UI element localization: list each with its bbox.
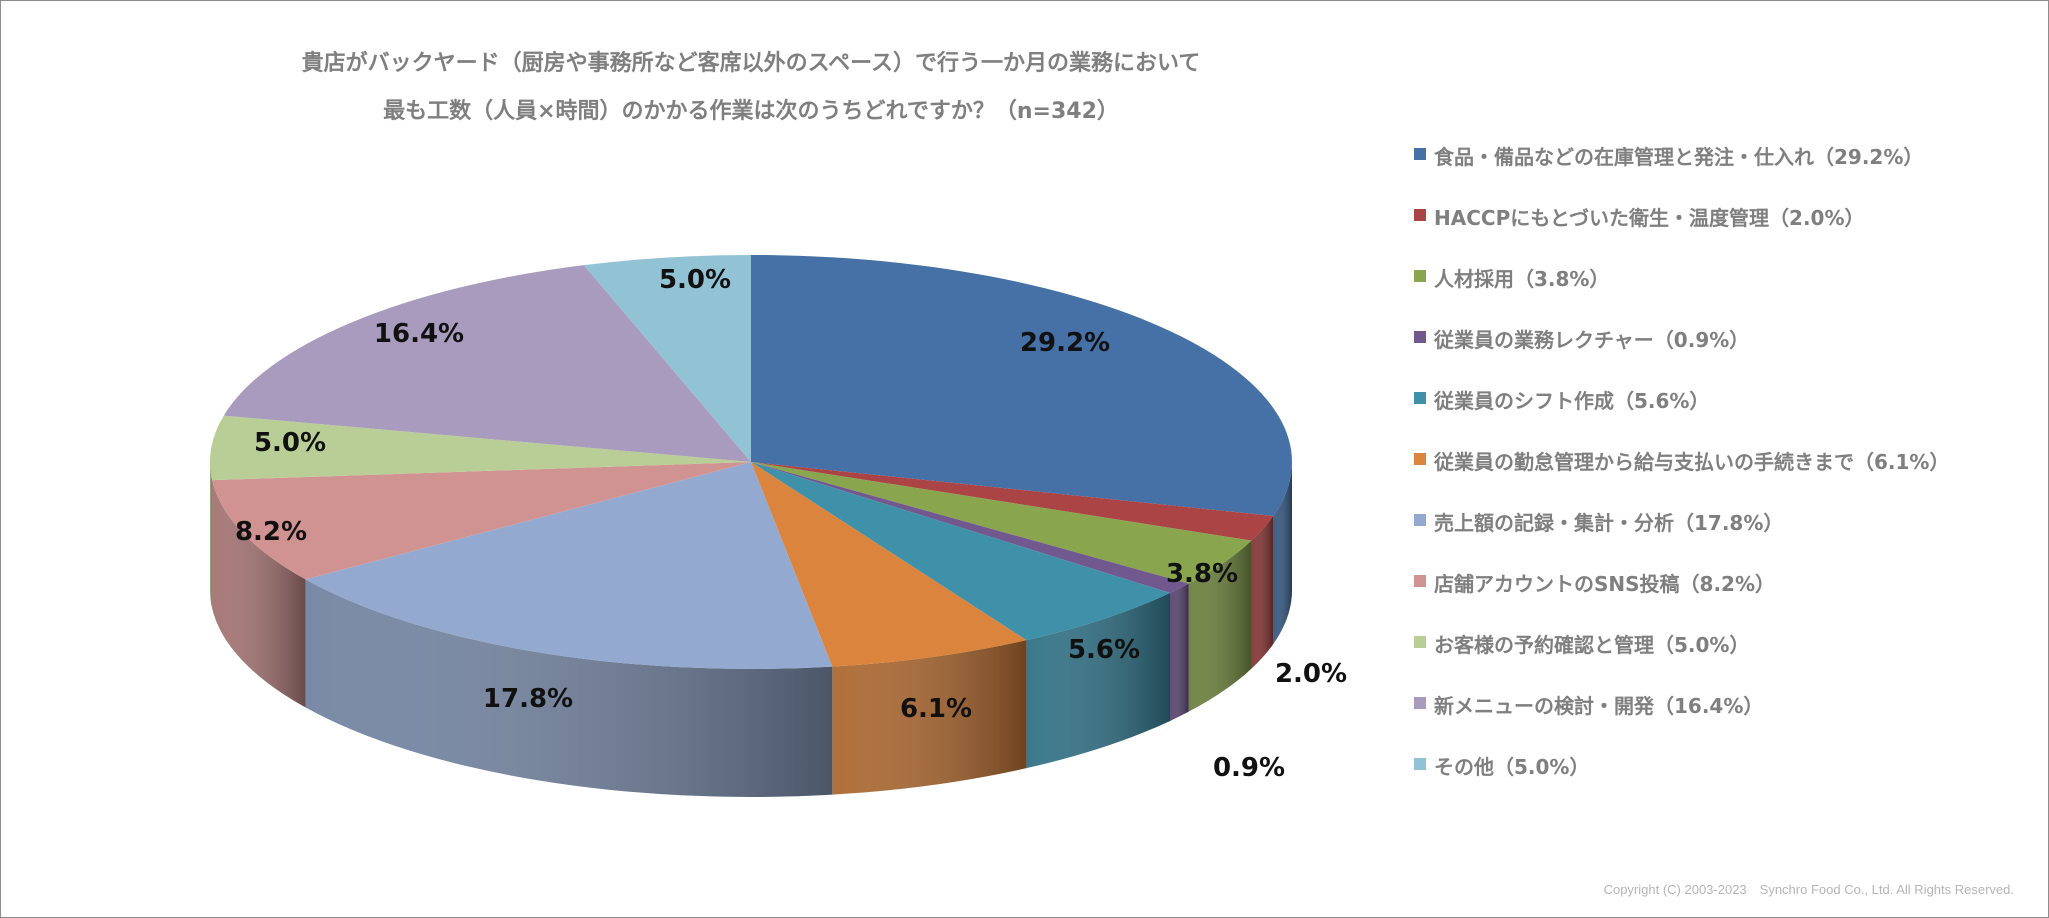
legend-item-11[interactable]: その他（5.0%） (1414, 751, 2044, 812)
pie-slice-10-value-label: 16.4% (374, 319, 464, 349)
pie-slice-8-side-shading (212, 480, 306, 708)
pie-slice-4-side-shading (1170, 583, 1189, 721)
legend-item-6[interactable]: 従業員の勤怠管理から給与支払いの手続きまで（6.1%） (1414, 446, 2044, 507)
legend-swatch (1414, 758, 1426, 770)
legend-label: 新メニューの検討・開発（16.4%） (1434, 694, 1764, 718)
legend-swatch (1414, 209, 1426, 221)
legend-swatch (1414, 697, 1426, 709)
pie-slice-8-value-label: 8.2% (235, 517, 307, 547)
legend-item-2[interactable]: HACCPにもとづいた衛生・温度管理（2.0%） (1414, 202, 2044, 263)
pie-slice-1-side-shading (1273, 462, 1292, 644)
legend-swatch (1414, 514, 1426, 526)
chart-title: 貴店がバックヤード（厨房や事務所など客席以外のスペース）で行う一か月の業務におい… (301, 51, 1201, 76)
pie-tops (209, 255, 1292, 669)
pie-slice-6-side-shading (832, 640, 1027, 795)
pie-slice-7-value-label: 17.8% (483, 684, 573, 714)
legend-label: 人材採用（3.8%） (1434, 267, 1610, 291)
legend-label: 従業員のシフト作成（5.6%） (1434, 389, 1710, 413)
legend-swatch (1414, 148, 1426, 160)
pie-slice-3-side-shading (1188, 540, 1252, 712)
pie-slice-2-value-label: 2.0% (1275, 659, 1347, 689)
legend-swatch (1414, 270, 1426, 282)
legend: 食品・備品などの在庫管理と発注・仕入れ（29.2%） HACCPにもとづいた衛生・… (1414, 141, 2044, 812)
pie-slice-1[interactable] (751, 255, 1292, 516)
pie-slice-2-side-shading (1251, 515, 1274, 669)
legend-label: 売上額の記録・集計・分析（17.8%） (1434, 511, 1784, 535)
pie-slice-7[interactable] (305, 462, 833, 669)
legend-item-7[interactable]: 売上額の記録・集計・分析（17.8%） (1414, 507, 2044, 568)
pie-slice-5[interactable] (751, 462, 1171, 641)
pie-slice-1-value-label: 29.2% (1020, 328, 1110, 358)
legend-item-4[interactable]: 従業員の業務レクチャー（0.9%） (1414, 324, 2044, 385)
pie-slice-5-value-label: 5.6% (1068, 635, 1140, 665)
copyright-notice: Copyright (C) 2003-2023 Synchro Food Co.… (1603, 882, 2014, 897)
legend-label: 従業員の業務レクチャー（0.9%） (1434, 328, 1750, 352)
legend-item-10[interactable]: 新メニューの検討・開発（16.4%） (1414, 690, 2044, 751)
pie-slice-11[interactable] (583, 255, 751, 462)
legend-swatch (1414, 331, 1426, 343)
pie-slice-6[interactable] (751, 462, 1027, 667)
legend-label: 食品・備品などの在庫管理と発注・仕入れ（29.2%） (1434, 145, 1924, 169)
pie-slice-9-value-label: 5.0% (254, 428, 326, 458)
legend-item-5[interactable]: 従業員のシフト作成（5.6%） (1414, 385, 2044, 446)
pie-slice-9-side-shading (210, 462, 213, 609)
pie-sides (210, 462, 1292, 797)
legend-swatch (1414, 636, 1426, 648)
pie-slice-3[interactable] (751, 462, 1252, 584)
legend-item-8[interactable]: 店舗アカウントのSNS投稿（8.2%） (1414, 568, 2044, 629)
legend-swatch (1414, 575, 1426, 587)
legend-item-9[interactable]: お客様の予約確認と管理（5.0%） (1414, 629, 2044, 690)
chart-subtitle: 最も工数（人員×時間）のかかる作業は次のうちどれですか？（n=342） (383, 99, 1119, 124)
legend-item-1[interactable]: 食品・備品などの在庫管理と発注・仕入れ（29.2%） (1414, 141, 2044, 202)
legend-label: 従業員の勤怠管理から給与支払いの手続きまで（6.1%） (1434, 450, 1950, 474)
pie-slice-7-side-shading (305, 579, 833, 797)
pie-slice-6-value-label: 6.1% (900, 694, 972, 724)
pie-slice-4[interactable] (751, 462, 1189, 593)
legend-label: その他（5.0%） (1434, 755, 1590, 779)
pie-slice-9[interactable] (209, 415, 751, 481)
pie-slice-10[interactable] (223, 265, 752, 462)
legend-item-3[interactable]: 人材採用（3.8%） (1414, 263, 2044, 324)
pie-slice-5-side-shading (1026, 592, 1171, 769)
legend-label: お客様の予約確認と管理（5.0%） (1434, 633, 1750, 657)
pie-slice-4-value-label: 0.9% (1213, 753, 1285, 783)
pie-slice-8[interactable] (212, 462, 751, 580)
legend-label: HACCPにもとづいた衛生・温度管理（2.0%） (1434, 206, 1865, 230)
legend-label: 店舗アカウントのSNS投稿（8.2%） (1434, 572, 1776, 596)
legend-swatch (1414, 392, 1426, 404)
legend-swatch (1414, 453, 1426, 465)
pie-labels: 29.2% 2.0% 3.8% 0.9% 5.6% 6.1% 17.8% 8.2% 5.0% 16… (235, 265, 1347, 783)
pie-slice-3-value-label: 3.8% (1166, 559, 1238, 589)
pie-slice-2[interactable] (751, 462, 1274, 541)
pie-slice-11-value-label: 5.0% (659, 265, 731, 295)
